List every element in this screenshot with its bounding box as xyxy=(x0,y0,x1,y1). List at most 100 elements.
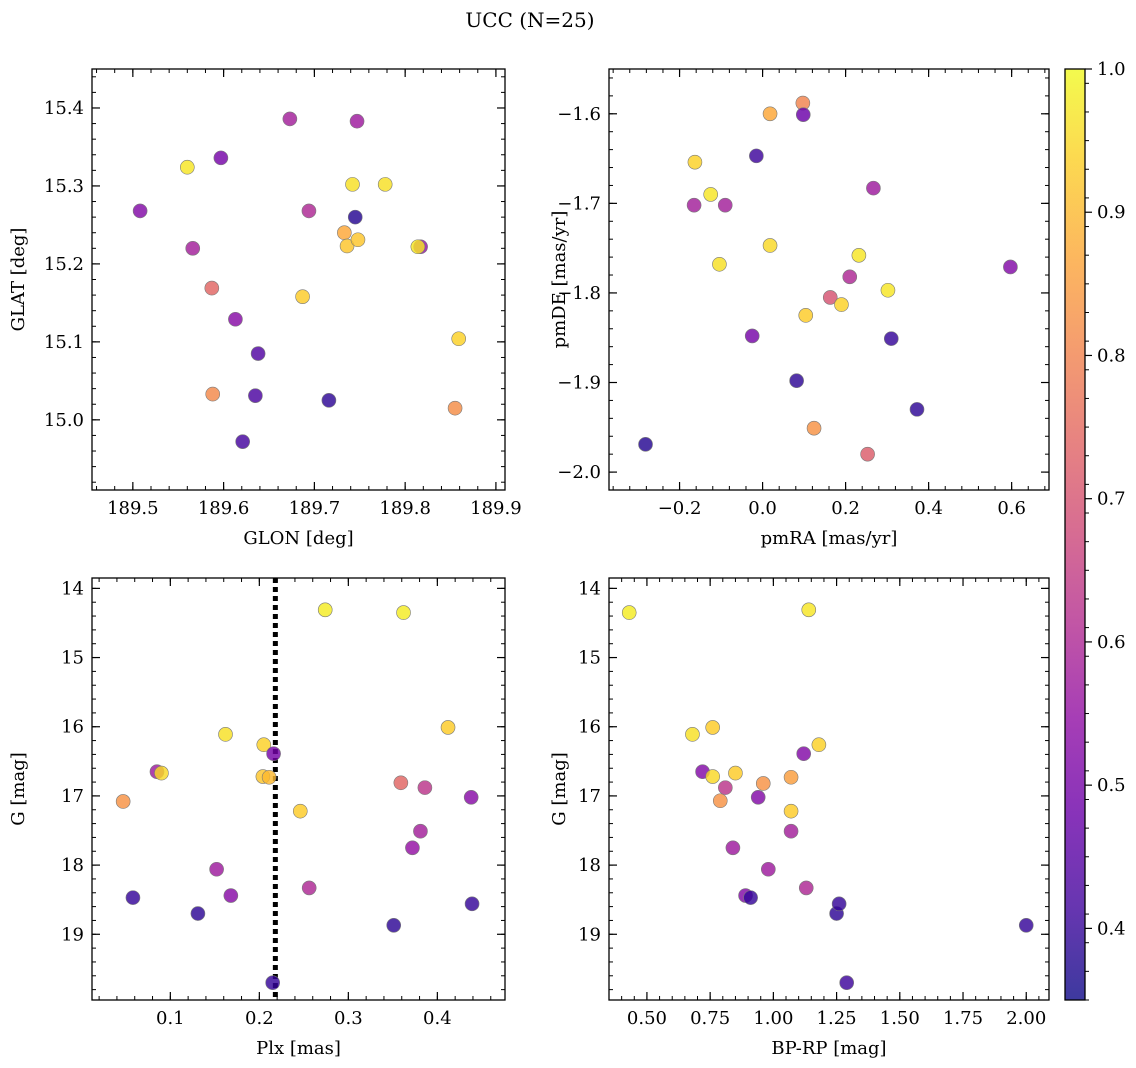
scatter-point xyxy=(866,180,881,196)
scatter-point xyxy=(132,203,148,219)
scatter-point xyxy=(1018,917,1034,933)
axes-frame xyxy=(608,577,1050,1001)
x-tick-label: 0.3 xyxy=(334,1008,363,1029)
ticks: −0.2 0.0 0.2 0.4 0.6 −2.0 −1.9 −1.8 −1.7 −1.6 xyxy=(557,69,1049,519)
y-tick-label: 14 xyxy=(61,578,84,599)
scatter-point xyxy=(796,746,812,762)
scatter-point xyxy=(223,888,239,903)
y-tick-label: 15.2 xyxy=(44,254,84,275)
scatter-point xyxy=(115,794,131,809)
scatter-point xyxy=(417,780,433,795)
x-tick-label: 1.25 xyxy=(817,1008,857,1029)
points-layer xyxy=(115,602,480,991)
scatter-point xyxy=(266,746,281,762)
scatter-point xyxy=(851,248,867,263)
scatter-point xyxy=(798,308,814,323)
y-tick-label: 14 xyxy=(578,578,601,599)
y-tick-label: 18 xyxy=(578,855,601,876)
scatter-point xyxy=(350,232,366,248)
scatter-point xyxy=(256,737,272,753)
scatter-point xyxy=(728,765,743,781)
y-tick-label: 16 xyxy=(578,717,601,738)
scatter-point xyxy=(265,975,280,991)
scatter-point xyxy=(909,402,925,417)
scatter-point xyxy=(386,917,402,933)
scatter-point xyxy=(347,209,363,225)
colorbar-tick-label: 0.4 xyxy=(1097,918,1126,939)
y-tick-label: 15.0 xyxy=(44,410,84,431)
scatter-point xyxy=(213,150,229,166)
scatter-point xyxy=(154,765,169,781)
points-layer xyxy=(638,95,1018,462)
scatter-point xyxy=(377,177,393,192)
colorbar: 0.4 0.5 0.6 0.7 0.8 0.9 1.0 xyxy=(1064,59,1126,1001)
x-tick-label: 189.6 xyxy=(198,498,250,519)
y-tick-label: 15.1 xyxy=(44,332,84,353)
scatter-point xyxy=(393,775,409,791)
x-tick-label: 0.50 xyxy=(627,1008,667,1029)
scatter-point xyxy=(839,975,855,991)
ticks: 0.1 0.2 0.3 0.4 14 15 16 17 18 19 xyxy=(61,578,505,1029)
scatter-point xyxy=(261,769,277,785)
y-tick-label: 15.3 xyxy=(44,176,84,197)
y-tick-label: 17 xyxy=(61,786,84,807)
scatter-point xyxy=(883,331,899,346)
axes-frame xyxy=(91,68,506,491)
panel-bprp-g: 0.50 0.75 1.00 1.25 1.50 1.75 2.00 14 15 16 17 18 19… xyxy=(549,577,1050,1059)
scatter-point xyxy=(339,238,355,254)
scatter-point xyxy=(396,605,411,620)
x-tick-label: 0.6 xyxy=(997,498,1026,519)
scatter-point xyxy=(413,823,428,839)
scatter-point xyxy=(743,890,758,905)
scatter-point xyxy=(447,400,463,416)
y-tick-label: 15 xyxy=(578,648,601,669)
scatter-point xyxy=(209,861,224,877)
scatter-point xyxy=(822,290,838,305)
x-tick-label: 0.2 xyxy=(831,498,860,519)
scatter-point xyxy=(762,106,778,122)
colorbar-tick-label: 0.7 xyxy=(1097,489,1126,510)
y-tick-label: 15.4 xyxy=(44,98,84,119)
scatter-point xyxy=(638,437,653,452)
x-tick-label: 0.4 xyxy=(423,1008,452,1029)
x-tick-label: 0.0 xyxy=(748,498,777,519)
scatter-point xyxy=(703,187,718,202)
y-axis-label: G [mag] xyxy=(549,752,570,825)
colorbar-tick-label: 1.0 xyxy=(1097,59,1126,80)
x-tick-label: 1.50 xyxy=(880,1008,920,1029)
scatter-point xyxy=(789,373,804,389)
y-tick-label: 19 xyxy=(61,924,84,945)
scatter-point xyxy=(463,790,479,805)
scatter-point xyxy=(685,727,700,742)
colorbar-gradient xyxy=(1065,69,1085,1000)
scatter-point xyxy=(180,159,195,175)
scatter-point xyxy=(282,111,298,127)
x-tick-label: 0.75 xyxy=(690,1008,730,1029)
scatter-point xyxy=(717,197,733,213)
y-tick-label: 15 xyxy=(61,648,84,669)
y-tick-label: −1.8 xyxy=(557,283,601,304)
figure-title: UCC (N=25) xyxy=(465,8,594,32)
scatter-point xyxy=(301,203,317,219)
scatter-point xyxy=(345,177,360,192)
scatter-point xyxy=(190,906,206,921)
scatter-point xyxy=(125,890,141,905)
scatter-point xyxy=(783,823,799,839)
scatter-point xyxy=(801,602,817,618)
points-layer xyxy=(621,602,1034,991)
scatter-point xyxy=(705,769,720,784)
scatter-point xyxy=(317,602,333,618)
y-axis-label: G [mag] xyxy=(8,752,29,825)
scatter-point xyxy=(349,113,365,129)
scatter-point xyxy=(725,840,741,856)
scatter-point xyxy=(204,280,220,296)
y-tick-label: −1.6 xyxy=(557,104,601,125)
scatter-point xyxy=(248,388,263,403)
y-tick-label: 16 xyxy=(61,717,84,738)
scatter-point xyxy=(235,434,250,449)
scatter-point xyxy=(806,420,822,436)
scatter-point xyxy=(811,737,827,753)
scatter-point xyxy=(687,154,703,170)
x-tick-label: 1.75 xyxy=(943,1008,983,1029)
y-tick-label: 19 xyxy=(578,924,601,945)
